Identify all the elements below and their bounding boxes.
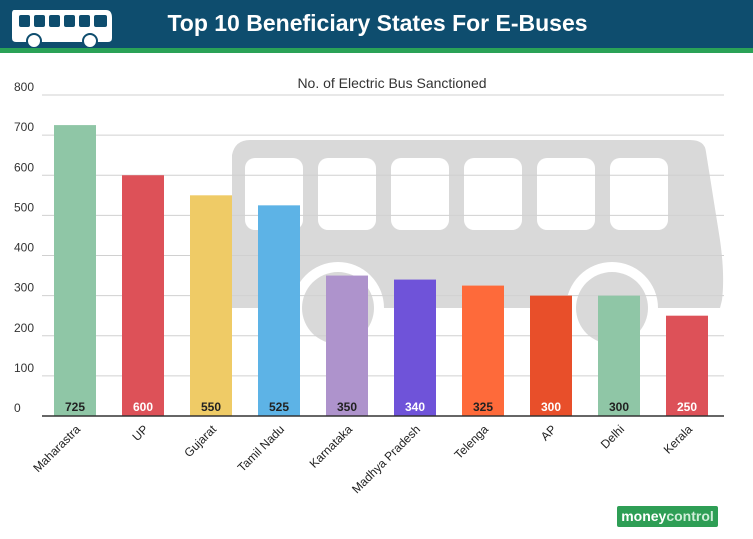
header-bar: Top 10 Beneficiary States For E-Buses bbox=[0, 0, 753, 48]
y-tick-label: 200 bbox=[14, 321, 34, 335]
y-tick-label: 400 bbox=[14, 241, 34, 255]
x-tick-label: Maharastra bbox=[30, 422, 83, 475]
y-tick-label: 100 bbox=[14, 361, 34, 375]
bar bbox=[462, 285, 504, 416]
x-tick-label: Telenga bbox=[451, 422, 491, 462]
bar-chart: No. of Electric Bus Sanctioned 0 100 200 30… bbox=[14, 75, 724, 496]
x-tick-label: Tamil Nadu bbox=[235, 422, 287, 474]
chart-title: No. of Electric Bus Sanctioned bbox=[297, 75, 486, 91]
x-tick-label: Karnataka bbox=[307, 422, 356, 471]
y-tick-label: 800 bbox=[14, 80, 34, 94]
bar bbox=[122, 175, 164, 416]
bar bbox=[190, 195, 232, 416]
header-stripe bbox=[0, 48, 753, 53]
x-tick-label: Kerala bbox=[661, 422, 696, 457]
x-tick-label: Delhi bbox=[598, 422, 627, 451]
data-label: 600 bbox=[133, 400, 153, 414]
data-label: 340 bbox=[405, 400, 425, 414]
data-label: 250 bbox=[677, 400, 697, 414]
x-tick-label: AP bbox=[538, 422, 559, 443]
bar bbox=[54, 125, 96, 416]
y-tick-label: 300 bbox=[14, 281, 34, 295]
page-title: Top 10 Beneficiary States For E-Buses bbox=[167, 10, 588, 36]
bar bbox=[326, 275, 368, 416]
data-label: 525 bbox=[269, 400, 289, 414]
bar bbox=[258, 205, 300, 416]
data-label: 300 bbox=[609, 400, 629, 414]
bar bbox=[394, 279, 436, 416]
data-label: 725 bbox=[65, 400, 85, 414]
x-tick-label: Madhya Pradesh bbox=[349, 422, 423, 496]
data-label: 300 bbox=[541, 400, 561, 414]
y-tick-label: 500 bbox=[14, 200, 34, 214]
bus-icon bbox=[12, 10, 112, 48]
bar bbox=[598, 295, 640, 416]
data-label: 550 bbox=[201, 400, 221, 414]
moneycontrol-logo: moneycontrol bbox=[617, 506, 718, 527]
y-tick-label: 0 bbox=[14, 401, 21, 415]
data-label: 350 bbox=[337, 400, 357, 414]
bar bbox=[666, 315, 708, 416]
x-tick-label: UP bbox=[129, 422, 151, 444]
bar bbox=[530, 295, 572, 416]
y-tick-label: 600 bbox=[14, 160, 34, 174]
data-label: 325 bbox=[473, 400, 493, 414]
y-tick-label: 700 bbox=[14, 120, 34, 134]
x-tick-label: Gujarat bbox=[181, 422, 219, 460]
